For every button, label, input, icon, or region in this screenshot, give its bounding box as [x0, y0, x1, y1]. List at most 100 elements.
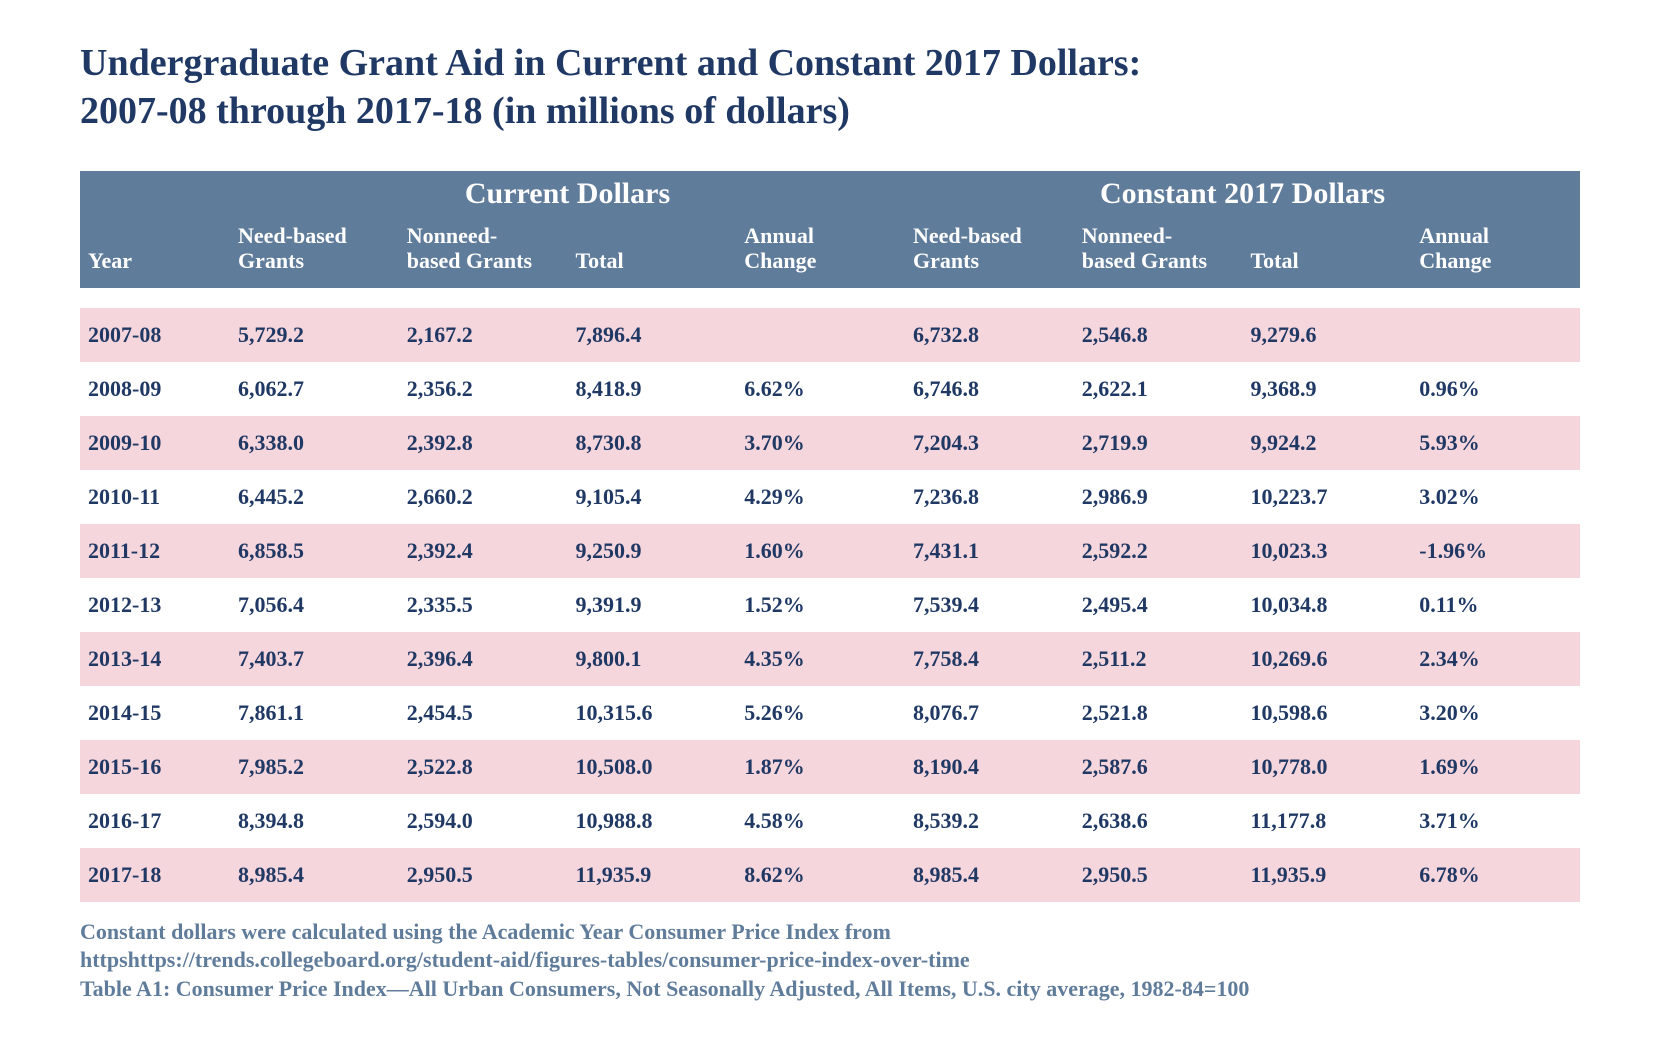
table-cell: 2,592.2: [1074, 524, 1243, 578]
table-cell: 10,988.8: [568, 794, 737, 848]
table-cell: 3.71%: [1411, 794, 1580, 848]
table-cell: [1411, 308, 1580, 362]
table-cell: 2,392.8: [399, 416, 568, 470]
table-cell: 2015-16: [80, 740, 230, 794]
table-cell: 10,023.3: [1243, 524, 1412, 578]
table-cell: 8,539.2: [905, 794, 1074, 848]
table-cell: 10,315.6: [568, 686, 737, 740]
table-cell: 8,985.4: [230, 848, 399, 902]
table-cell: 9,368.9: [1243, 362, 1412, 416]
table-cell: 2,638.6: [1074, 794, 1243, 848]
table-cell: 2,587.6: [1074, 740, 1243, 794]
table-cell: 10,508.0: [568, 740, 737, 794]
table-cell: 9,391.9: [568, 578, 737, 632]
table-cell: 2,356.2: [399, 362, 568, 416]
table-cell: 1.60%: [736, 524, 905, 578]
title-line-1: Undergraduate Grant Aid in Current and C…: [80, 42, 1141, 84]
table-cell: 9,279.6: [1243, 308, 1412, 362]
col-current-total: Total: [568, 217, 737, 288]
page-container: Undergraduate Grant Aid in Current and C…: [0, 0, 1660, 1043]
table-cell: 2008-09: [80, 362, 230, 416]
table-cell: 2,454.5: [399, 686, 568, 740]
table-cell: 2011-12: [80, 524, 230, 578]
table-cell: 3.70%: [736, 416, 905, 470]
table-cell: 2,511.2: [1074, 632, 1243, 686]
group-header-blank: [80, 171, 230, 217]
table-cell: 7,236.8: [905, 470, 1074, 524]
spacer-row: [80, 288, 1580, 308]
column-header-row: Year Need-based Grants Nonneed- based Gr…: [80, 217, 1580, 288]
table-cell: 0.11%: [1411, 578, 1580, 632]
table-cell: 2,521.8: [1074, 686, 1243, 740]
table-cell: 6,858.5: [230, 524, 399, 578]
table-cell: 9,800.1: [568, 632, 737, 686]
table-cell: 2,986.9: [1074, 470, 1243, 524]
col-current-need: Need-based Grants: [230, 217, 399, 288]
col-constant-change: Annual Change: [1411, 217, 1580, 288]
table-cell: 7,204.3: [905, 416, 1074, 470]
table-cell: 2,546.8: [1074, 308, 1243, 362]
table-cell: 2.34%: [1411, 632, 1580, 686]
group-header-row: Current Dollars Constant 2017 Dollars: [80, 171, 1580, 217]
table-cell: 8,985.4: [905, 848, 1074, 902]
table-row: 2008-096,062.72,356.28,418.96.62%6,746.8…: [80, 362, 1580, 416]
table-cell: 5,729.2: [230, 308, 399, 362]
col-constant-need: Need-based Grants: [905, 217, 1074, 288]
table-cell: 2010-11: [80, 470, 230, 524]
table-cell: 2,719.9: [1074, 416, 1243, 470]
table-cell: 2,950.5: [399, 848, 568, 902]
table-cell: 1.87%: [736, 740, 905, 794]
table-cell: 8,418.9: [568, 362, 737, 416]
col-year: Year: [80, 217, 230, 288]
table-row: 2011-126,858.52,392.49,250.91.60%7,431.1…: [80, 524, 1580, 578]
table-cell: 2,392.4: [399, 524, 568, 578]
table-cell: 2007-08: [80, 308, 230, 362]
table-cell: 2013-14: [80, 632, 230, 686]
table-cell: 4.35%: [736, 632, 905, 686]
table-cell: 6.78%: [1411, 848, 1580, 902]
table-cell: 9,105.4: [568, 470, 737, 524]
col-current-change: Annual Change: [736, 217, 905, 288]
table-cell: 11,177.8: [1243, 794, 1412, 848]
col-constant-total: Total: [1243, 217, 1412, 288]
table-cell: 5.26%: [736, 686, 905, 740]
table-cell: 2017-18: [80, 848, 230, 902]
table-cell: 4.29%: [736, 470, 905, 524]
table-cell: 9,250.9: [568, 524, 737, 578]
group-header-constant: Constant 2017 Dollars: [905, 171, 1580, 217]
table-cell: 8.62%: [736, 848, 905, 902]
table-head: Current Dollars Constant 2017 Dollars Ye…: [80, 171, 1580, 288]
table-cell: 8,190.4: [905, 740, 1074, 794]
table-cell: 0.96%: [1411, 362, 1580, 416]
table-row: 2013-147,403.72,396.49,800.14.35%7,758.4…: [80, 632, 1580, 686]
grant-aid-table: Current Dollars Constant 2017 Dollars Ye…: [80, 171, 1580, 902]
table-cell: 9,924.2: [1243, 416, 1412, 470]
table-cell: 2012-13: [80, 578, 230, 632]
table-cell: 7,758.4: [905, 632, 1074, 686]
table-cell: 6,338.0: [230, 416, 399, 470]
table-cell: 1.52%: [736, 578, 905, 632]
group-header-current: Current Dollars: [230, 171, 905, 217]
table-row: 2012-137,056.42,335.59,391.91.52%7,539.4…: [80, 578, 1580, 632]
table-cell: 3.20%: [1411, 686, 1580, 740]
table-cell: 7,985.2: [230, 740, 399, 794]
table-cell: 10,778.0: [1243, 740, 1412, 794]
table-cell: 2,622.1: [1074, 362, 1243, 416]
table-row: 2016-178,394.82,594.010,988.84.58%8,539.…: [80, 794, 1580, 848]
table-body: 2007-085,729.22,167.27,896.46,732.82,546…: [80, 288, 1580, 902]
table-cell: 7,403.7: [230, 632, 399, 686]
table-row: 2009-106,338.02,392.88,730.83.70%7,204.3…: [80, 416, 1580, 470]
table-row: 2014-157,861.12,454.510,315.65.26%8,076.…: [80, 686, 1580, 740]
table-cell: 2,660.2: [399, 470, 568, 524]
table-row: 2010-116,445.22,660.29,105.44.29%7,236.8…: [80, 470, 1580, 524]
table-cell: 6,445.2: [230, 470, 399, 524]
table-cell: 4.58%: [736, 794, 905, 848]
table-cell: 7,896.4: [568, 308, 737, 362]
table-cell: 2016-17: [80, 794, 230, 848]
table-cell: 10,269.6: [1243, 632, 1412, 686]
title-line-2: 2007-08 through 2017-18 (in millions of …: [80, 90, 850, 132]
table-cell: 7,861.1: [230, 686, 399, 740]
table-cell: 2009-10: [80, 416, 230, 470]
table-cell: 6.62%: [736, 362, 905, 416]
table-cell: 11,935.9: [1243, 848, 1412, 902]
